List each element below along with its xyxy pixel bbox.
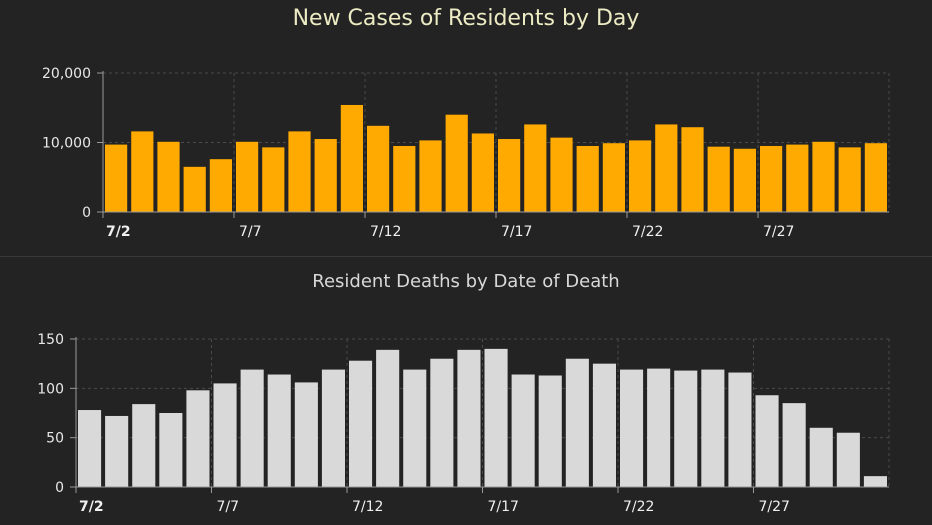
cases-y-tick-label: 20,000 bbox=[42, 66, 91, 82]
cases-bar-7-2 bbox=[105, 144, 128, 212]
deaths-bar-7-12 bbox=[349, 360, 373, 487]
cases-x-tick-label: 7/17 bbox=[501, 224, 532, 240]
deaths-bar-7-4 bbox=[132, 404, 156, 487]
cases-bar-7-21 bbox=[602, 143, 625, 212]
cases-bar-7-19 bbox=[550, 137, 573, 212]
deaths-bar-7-2 bbox=[78, 410, 102, 487]
cases-chart-panel: New Cases of Residents by Day 0 10,000 20,… bbox=[0, 0, 932, 256]
deaths-bar-7-15 bbox=[430, 358, 454, 487]
deaths-x-tick-label: 7/22 bbox=[623, 499, 654, 515]
deaths-y-tick-label: 150 bbox=[37, 332, 64, 348]
deaths-bar-7-20 bbox=[565, 358, 589, 487]
cases-bar-7-10 bbox=[314, 139, 337, 212]
deaths-bar-7-27 bbox=[755, 395, 779, 487]
cases-bar-7-15 bbox=[445, 114, 468, 212]
deaths-bar-7-8 bbox=[240, 369, 264, 487]
cases-x-tick-label: 7/27 bbox=[763, 224, 794, 240]
cases-bar-7-6 bbox=[209, 159, 232, 212]
cases-y-tick-label: 0 bbox=[82, 205, 91, 221]
deaths-bar-7-5 bbox=[159, 413, 183, 487]
deaths-bar-7-21 bbox=[592, 363, 616, 487]
deaths-chart-title: Resident Deaths by Date of Death bbox=[312, 271, 620, 292]
cases-bar-7-5 bbox=[183, 166, 206, 212]
deaths-bar-7-28 bbox=[782, 403, 806, 487]
deaths-bar-7-24 bbox=[674, 370, 698, 487]
cases-bar-7-9 bbox=[288, 131, 311, 212]
deaths-bar-7-17 bbox=[484, 348, 508, 487]
cases-x-tick-label: 7/22 bbox=[632, 224, 663, 240]
deaths-y-tick-label: 0 bbox=[55, 480, 64, 496]
cases-bar-7-24 bbox=[681, 127, 704, 212]
cases-bar-7-30 bbox=[838, 147, 861, 212]
deaths-bar-7-16 bbox=[457, 349, 481, 487]
cases-bar-7-12 bbox=[367, 125, 390, 212]
cases-x-tick-label: 7/7 bbox=[239, 224, 262, 240]
deaths-bar-7-13 bbox=[376, 349, 400, 487]
deaths-x-tick-label: 7/7 bbox=[217, 499, 240, 515]
cases-bar-7-26 bbox=[733, 148, 756, 212]
cases-bar-7-25 bbox=[707, 146, 730, 212]
deaths-bar-7-23 bbox=[647, 368, 671, 487]
cases-bar-7-17 bbox=[498, 139, 521, 212]
cases-bar-7-27 bbox=[760, 145, 783, 212]
cases-bar-7-8 bbox=[262, 147, 285, 212]
cases-x-tick-label: 7/12 bbox=[370, 224, 401, 240]
cases-chart-title: New Cases of Residents by Day bbox=[292, 6, 640, 31]
deaths-bar-7-14 bbox=[403, 369, 427, 487]
deaths-bar-7-19 bbox=[538, 375, 562, 487]
cases-bar-7-29 bbox=[812, 141, 835, 212]
cases-bar-7-20 bbox=[576, 145, 599, 212]
cases-chart: 0 10,000 20,000 7/2 7/7 7/12 7/17 7/22 7/27 bbox=[42, 66, 890, 240]
deaths-x-tick-label: 7/2 bbox=[79, 499, 104, 515]
deaths-bar-7-26 bbox=[728, 372, 752, 487]
cases-y-tick-label: 10,000 bbox=[42, 136, 91, 152]
cases-bar-7-14 bbox=[419, 140, 442, 212]
deaths-bar-7-25 bbox=[701, 369, 725, 487]
cases-x-tick-label: 7/2 bbox=[106, 224, 131, 240]
deaths-bar-7-18 bbox=[511, 374, 535, 487]
cases-bar-7-3 bbox=[131, 131, 154, 212]
deaths-y-tick-label: 50 bbox=[46, 431, 64, 447]
deaths-bar-7-3 bbox=[105, 415, 129, 487]
cases-bar-7-7 bbox=[236, 141, 259, 212]
deaths-x-tick-label: 7/17 bbox=[488, 499, 519, 515]
cases-bar-7-13 bbox=[393, 145, 416, 212]
deaths-chart: 0 50 100 150 7/2 7/7 7/12 7/17 7/22 7/27 bbox=[37, 332, 890, 515]
deaths-bar-7-31 bbox=[863, 476, 887, 487]
deaths-bar-7-9 bbox=[267, 374, 291, 487]
deaths-chart-panel: Resident Deaths by Date of Death 0 50 100 1… bbox=[0, 256, 932, 525]
deaths-bar-7-30 bbox=[836, 432, 860, 487]
deaths-bar-7-29 bbox=[809, 427, 833, 487]
cases-bar-7-16 bbox=[471, 133, 494, 212]
deaths-bar-7-6 bbox=[186, 390, 210, 487]
deaths-bar-7-22 bbox=[620, 369, 644, 487]
cases-bar-7-23 bbox=[655, 124, 678, 212]
deaths-y-tick-label: 100 bbox=[37, 381, 64, 397]
cases-bar-7-31 bbox=[864, 143, 887, 212]
cases-bar-7-18 bbox=[524, 124, 547, 212]
cases-bar-7-28 bbox=[786, 144, 809, 212]
deaths-bar-7-10 bbox=[294, 382, 318, 487]
deaths-bar-7-11 bbox=[321, 369, 345, 487]
deaths-x-tick-label: 7/27 bbox=[759, 499, 790, 515]
cases-bar-7-22 bbox=[629, 140, 652, 212]
cases-bar-7-4 bbox=[157, 141, 180, 212]
deaths-x-tick-label: 7/12 bbox=[352, 499, 383, 515]
cases-bar-7-11 bbox=[340, 104, 363, 212]
deaths-bar-7-7 bbox=[213, 383, 237, 487]
